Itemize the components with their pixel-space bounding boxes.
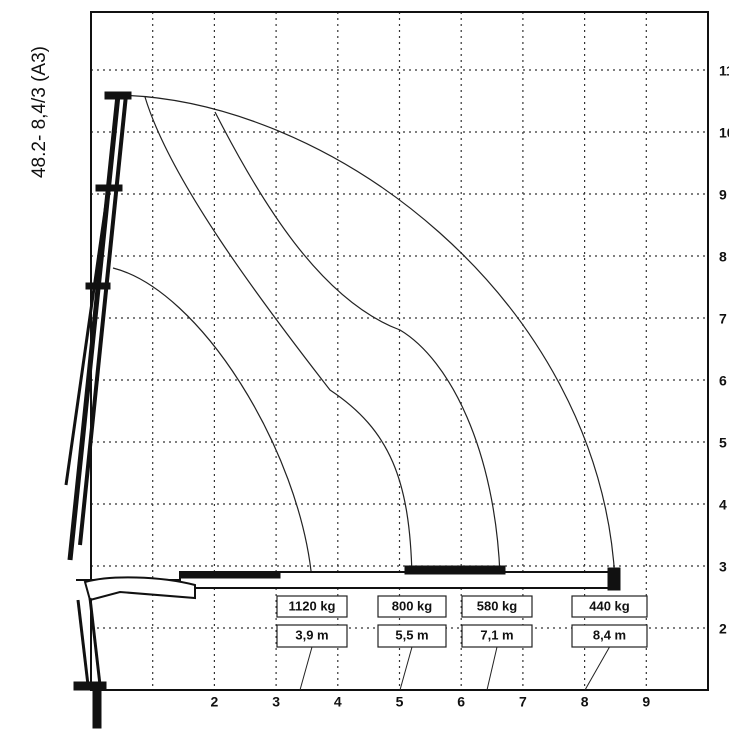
- weight-label: 800 kg: [392, 598, 433, 613]
- curve: [112, 267, 313, 581]
- y-tick-label: 6: [719, 373, 727, 389]
- x-tick-label: 3: [272, 694, 280, 710]
- x-tick-label: 4: [334, 694, 342, 710]
- reach-label: 5,5 m: [395, 627, 428, 642]
- reach-label: 7,1 m: [480, 627, 513, 642]
- reach-box: [377, 624, 447, 648]
- reach-box: [571, 624, 648, 648]
- leader-line: [399, 646, 413, 691]
- weight-box: [276, 595, 348, 618]
- leader-line: [584, 646, 610, 691]
- y-tick-label: 10: [719, 125, 729, 141]
- leader-line: [299, 646, 313, 691]
- reach-label: 8,4 m: [593, 627, 626, 642]
- x-tick-label: 9: [642, 694, 650, 710]
- y-tick-label: 4: [719, 497, 727, 513]
- y-tick-label: 8: [719, 249, 727, 265]
- y-tick-label: 2: [719, 621, 727, 637]
- model-title: 48.2- 8,4/3 (A3): [29, 46, 50, 178]
- reach-box: [461, 624, 533, 648]
- curve: [144, 96, 413, 578]
- weight-label: 1120 kg: [289, 598, 336, 613]
- y-tick-label: 11: [719, 63, 729, 79]
- load-boxes: 1120 kg 3,9 m 800 kg 5,5 m 580 kg 7,1 m 440 kg…: [276, 595, 648, 691]
- load-curves: [109, 94, 616, 581]
- y-tick-label: 9: [719, 187, 727, 203]
- curve: [214, 111, 501, 576]
- x-tick-label: 5: [396, 694, 404, 710]
- y-tick-label: 5: [719, 435, 727, 451]
- leader-line: [486, 646, 498, 691]
- crane: [64, 91, 621, 729]
- x-tick-label: 8: [581, 694, 589, 710]
- x-tick-label: 2: [211, 694, 219, 710]
- weight-label: 580 kg: [477, 598, 518, 613]
- reach-box: [276, 624, 348, 648]
- x-tick-label: 6: [457, 694, 465, 710]
- weight-box: [571, 595, 648, 618]
- x-tick-label: 7: [519, 694, 527, 710]
- curve: [109, 94, 616, 581]
- reach-label: 3,9 m: [295, 627, 328, 642]
- weight-label: 440 kg: [589, 598, 630, 613]
- weight-box: [461, 595, 533, 618]
- y-tick-label: 3: [719, 559, 727, 575]
- weight-box: [377, 595, 447, 618]
- y-tick-label: 7: [719, 311, 727, 327]
